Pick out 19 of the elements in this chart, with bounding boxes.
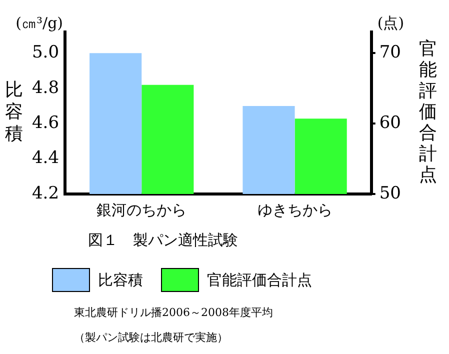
text: (㎝³/g): [16, 14, 64, 32]
y2-tick-label: 70: [379, 42, 402, 63]
y2-axis-title: 官能評価合計点: [419, 38, 437, 186]
y2-tick-label: 50: [379, 183, 402, 204]
y2-tick-label: 60: [379, 112, 402, 133]
legend-label: 官能評価合計点: [207, 270, 312, 290]
y-axis-title: 比容積: [5, 80, 23, 145]
x-tick-label: 銀河のちから: [96, 200, 187, 219]
text: （製パン試験は北農研で実施）: [74, 330, 228, 345]
y-tick-label: 4.2: [32, 183, 60, 204]
text: 東北農研ドリル播2006～2008年度平均: [74, 305, 273, 320]
x-tick-label: ゆきちから: [257, 200, 332, 219]
text: 図１ 製パン適性試験: [88, 231, 238, 250]
y-tick-label: 4.8: [32, 78, 60, 98]
text: (点): [377, 14, 404, 32]
legend-label: 比容積: [98, 270, 143, 290]
y-tick-label: 4.6: [32, 112, 60, 133]
y-tick-label: 5.0: [32, 42, 60, 63]
y-tick-label: 4.4: [32, 148, 60, 168]
